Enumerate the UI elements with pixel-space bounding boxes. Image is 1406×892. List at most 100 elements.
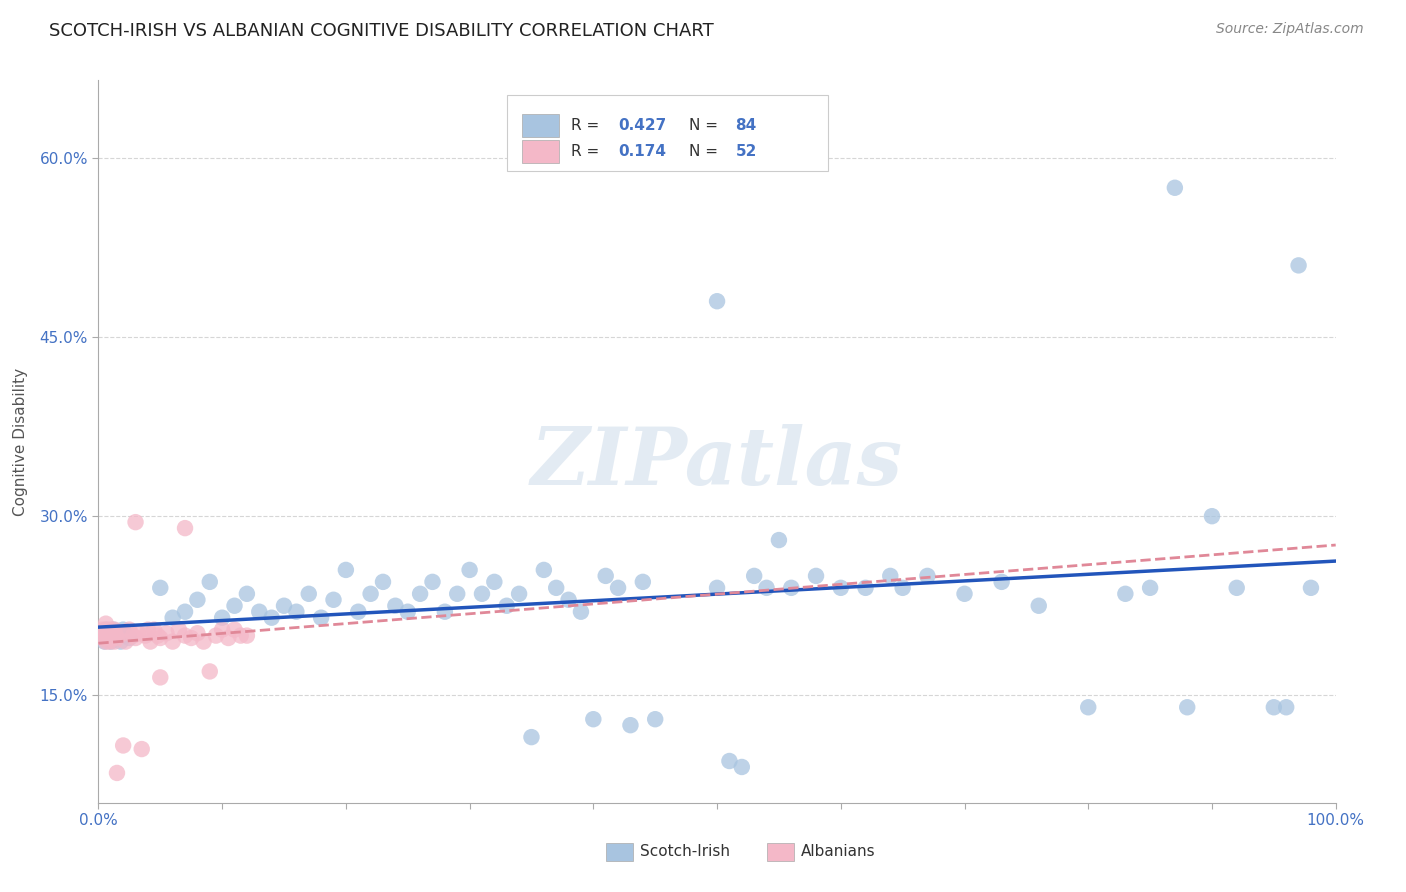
- Point: [100, 623, 122, 637]
- Point: [149, 670, 172, 684]
- Point: [198, 665, 221, 679]
- Text: Albanians: Albanians: [801, 845, 876, 859]
- Point: [186, 592, 208, 607]
- Point: [139, 634, 162, 648]
- Point: [706, 581, 728, 595]
- Point: [104, 629, 127, 643]
- Point: [569, 605, 592, 619]
- Point: [236, 587, 259, 601]
- Point: [112, 739, 135, 753]
- Point: [1175, 700, 1198, 714]
- Point: [162, 610, 184, 624]
- Text: SCOTCH-IRISH VS ALBANIAN COGNITIVE DISABILITY CORRELATION CHART: SCOTCH-IRISH VS ALBANIAN COGNITIVE DISAB…: [49, 22, 714, 40]
- Point: [619, 718, 641, 732]
- Point: [90, 629, 112, 643]
- Point: [100, 629, 122, 643]
- Text: N =: N =: [689, 145, 723, 159]
- Point: [94, 623, 117, 637]
- Point: [546, 581, 568, 595]
- Point: [520, 730, 543, 744]
- Text: 0.427: 0.427: [619, 118, 666, 133]
- Point: [508, 587, 530, 601]
- Point: [93, 626, 115, 640]
- Point: [595, 569, 617, 583]
- Point: [768, 533, 790, 547]
- Point: [409, 587, 432, 601]
- FancyBboxPatch shape: [506, 95, 828, 170]
- Point: [1299, 581, 1322, 595]
- Point: [211, 610, 233, 624]
- Point: [198, 574, 221, 589]
- Point: [224, 623, 246, 637]
- Point: [118, 623, 141, 637]
- Bar: [606, 843, 633, 861]
- Point: [211, 623, 233, 637]
- Point: [124, 631, 146, 645]
- Point: [93, 634, 115, 648]
- Point: [174, 605, 197, 619]
- Point: [917, 569, 939, 583]
- Point: [149, 631, 172, 645]
- Point: [101, 631, 124, 645]
- Point: [167, 623, 190, 637]
- Point: [98, 634, 121, 648]
- Point: [124, 515, 146, 529]
- Text: N =: N =: [689, 118, 723, 133]
- Point: [1114, 587, 1136, 601]
- Point: [96, 623, 118, 637]
- Point: [347, 605, 370, 619]
- Point: [186, 626, 208, 640]
- Point: [471, 587, 494, 601]
- Point: [1226, 581, 1249, 595]
- Point: [742, 569, 765, 583]
- Text: 84: 84: [735, 118, 756, 133]
- Point: [371, 574, 394, 589]
- Point: [229, 629, 252, 643]
- Point: [1263, 700, 1285, 714]
- Point: [384, 599, 406, 613]
- Point: [891, 581, 914, 595]
- Point: [97, 631, 120, 645]
- Point: [155, 626, 177, 640]
- Point: [1164, 180, 1187, 194]
- Point: [309, 610, 332, 624]
- Point: [236, 629, 259, 643]
- Point: [217, 631, 239, 645]
- Text: Source: ZipAtlas.com: Source: ZipAtlas.com: [1216, 22, 1364, 37]
- Point: [1028, 599, 1050, 613]
- Point: [582, 712, 605, 726]
- Point: [495, 599, 517, 613]
- Point: [105, 766, 128, 780]
- Point: [1275, 700, 1298, 714]
- Point: [122, 629, 145, 643]
- Point: [1201, 509, 1223, 524]
- Point: [174, 521, 197, 535]
- Point: [149, 581, 172, 595]
- Point: [94, 616, 117, 631]
- Point: [96, 629, 118, 643]
- Point: [755, 581, 778, 595]
- Point: [103, 623, 125, 637]
- Point: [91, 623, 114, 637]
- Point: [91, 629, 114, 643]
- Point: [103, 626, 125, 640]
- Point: [98, 626, 121, 640]
- Text: ZIPatlas: ZIPatlas: [531, 425, 903, 502]
- Point: [533, 563, 555, 577]
- Point: [1139, 581, 1161, 595]
- Point: [396, 605, 419, 619]
- Y-axis label: Cognitive Disability: Cognitive Disability: [14, 368, 28, 516]
- Point: [107, 626, 129, 640]
- Point: [446, 587, 468, 601]
- Point: [131, 742, 153, 756]
- Point: [174, 629, 197, 643]
- Point: [105, 631, 128, 645]
- Bar: [522, 113, 558, 136]
- Point: [990, 574, 1012, 589]
- Point: [114, 634, 136, 648]
- Point: [103, 623, 125, 637]
- Point: [879, 569, 901, 583]
- Point: [103, 634, 125, 648]
- Point: [607, 581, 630, 595]
- Point: [1077, 700, 1099, 714]
